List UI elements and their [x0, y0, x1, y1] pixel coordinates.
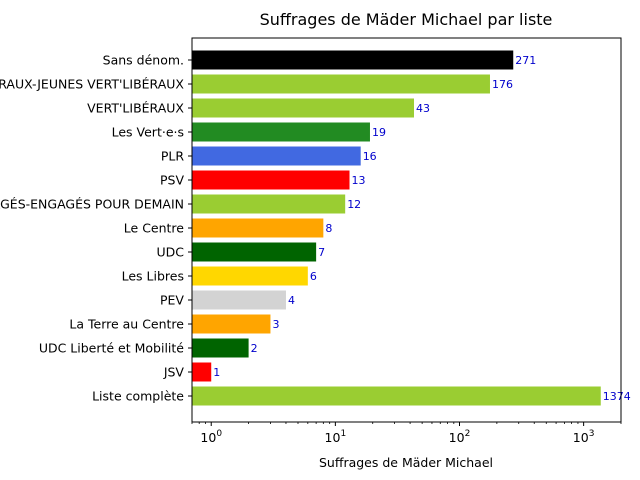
plot-frame: [191, 37, 622, 423]
y-tick-label: JEUNES VERT'LIBÉRAUX-JEUNES VERT'LIBÉRAU…: [0, 77, 184, 92]
x-tick-label: 103: [573, 429, 595, 445]
bar: [192, 194, 346, 214]
y-tick-label: UDC Liberté et Mobilité: [39, 341, 184, 356]
bar: [192, 146, 361, 166]
x-tick-label: 101: [325, 429, 347, 445]
value-label: 4: [288, 294, 295, 307]
y-tick-label: JEUNES ENGAGÉS-ENGAGÉS POUR DEMAIN: [0, 197, 184, 212]
bar: [192, 386, 601, 406]
bar: [192, 242, 317, 262]
x-axis-ticks: 100 101 102 103: [191, 422, 622, 445]
value-label: 13: [352, 174, 366, 187]
bar: [192, 362, 212, 382]
bar: [192, 338, 249, 358]
value-label: 8: [325, 222, 332, 235]
bar: [192, 122, 370, 142]
value-label: 3: [272, 318, 279, 331]
value-label: 16: [363, 150, 377, 163]
bar: [192, 170, 350, 190]
value-label: 7: [318, 246, 325, 259]
y-tick-label: JSV: [163, 365, 185, 380]
y-tick-label: Les Vert·e·s: [112, 125, 184, 140]
chart-title: Suffrages de Mäder Michael par liste: [260, 10, 553, 29]
bar: [192, 290, 286, 310]
bar: [192, 98, 414, 118]
y-tick-labels: Sans dénom. JEUNES VERT'LIBÉRAUX-JEUNES V…: [0, 53, 192, 404]
bar: [192, 50, 514, 70]
y-tick-label: PSV: [160, 173, 184, 188]
x-tick-label: 100: [200, 429, 222, 445]
bar: [192, 218, 324, 238]
bar: [192, 314, 271, 334]
value-label: 1374: [603, 390, 631, 403]
value-label: 176: [492, 78, 513, 91]
value-label: 271: [515, 54, 536, 67]
x-tick-label: 102: [449, 429, 471, 445]
y-tick-label: Les Libres: [122, 269, 184, 284]
y-tick-label: Le Centre: [124, 221, 185, 236]
y-tick-label: Sans dénom.: [103, 53, 184, 68]
value-label: 2: [251, 342, 258, 355]
y-tick-label: VERT'LIBÉRAUX: [87, 101, 184, 116]
x-axis-label: Suffrages de Mäder Michael: [319, 455, 493, 470]
y-tick-label: Liste complète: [92, 389, 184, 404]
value-label: 1: [213, 366, 220, 379]
value-label: 43: [416, 102, 430, 115]
value-label: 19: [372, 126, 386, 139]
y-tick-label: UDC: [156, 245, 184, 260]
y-tick-label: PLR: [161, 149, 185, 164]
value-label: 6: [310, 270, 317, 283]
y-tick-label: La Terre au Centre: [69, 317, 184, 332]
bar: [192, 74, 490, 94]
value-label: 12: [347, 198, 361, 211]
y-tick-label: PEV: [160, 293, 184, 308]
bars-group: [192, 50, 601, 406]
bar: [192, 266, 308, 286]
